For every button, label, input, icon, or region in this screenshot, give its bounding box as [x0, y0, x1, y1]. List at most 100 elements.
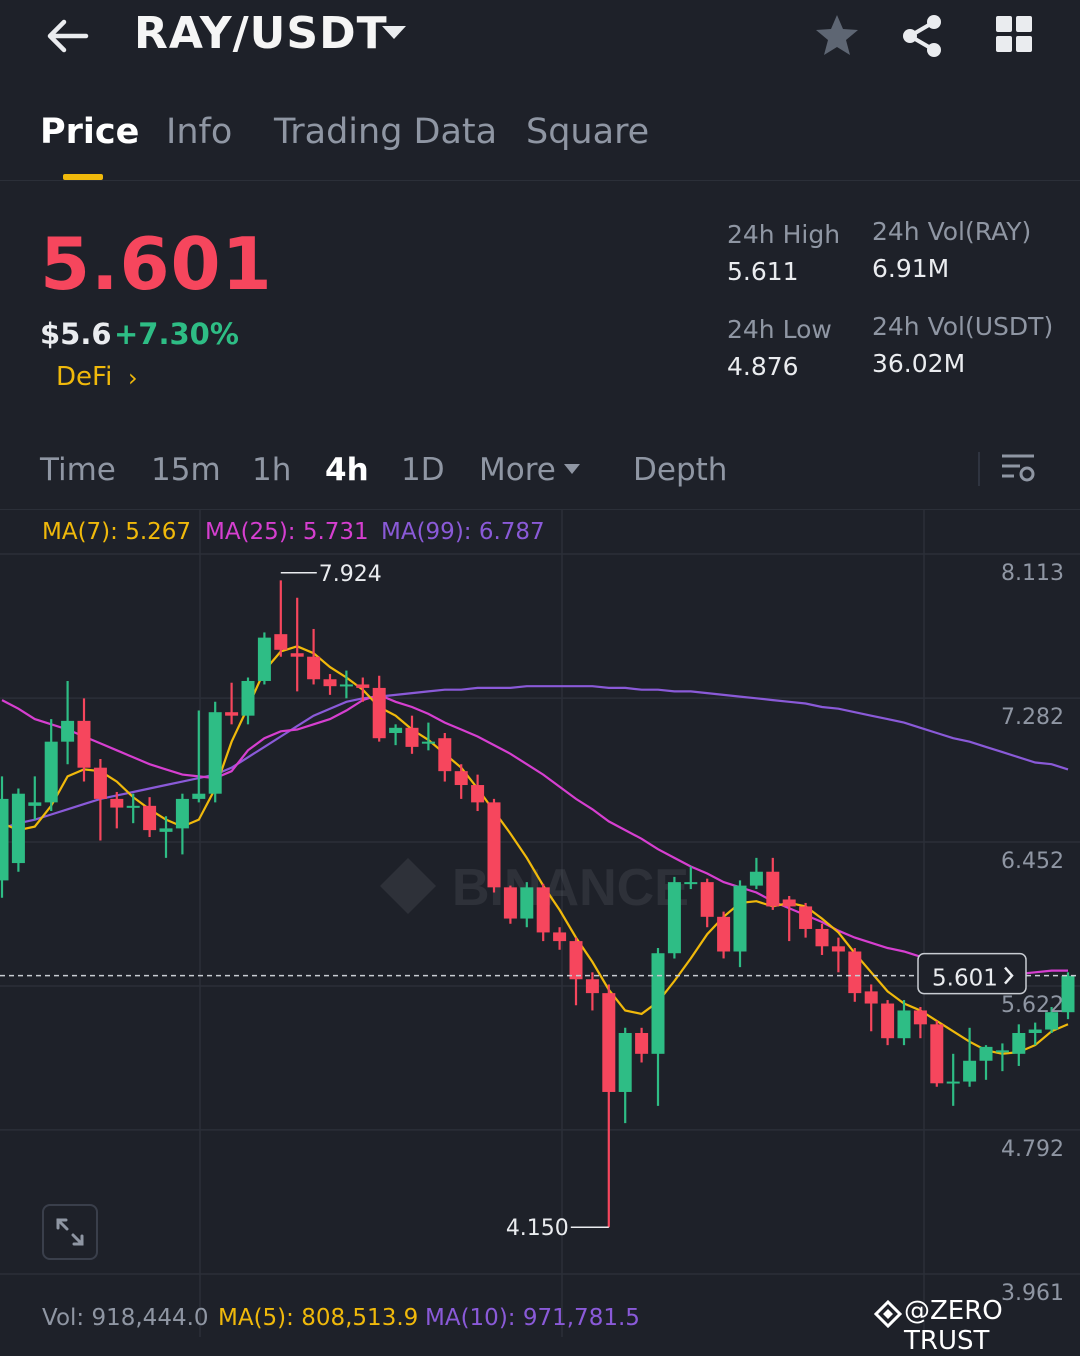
- fullscreen-button[interactable]: [42, 1204, 98, 1260]
- candle-body: [503, 887, 517, 919]
- candle: [585, 972, 599, 1011]
- candle: [11, 788, 25, 872]
- candle: [438, 733, 452, 782]
- candle: [1061, 972, 1075, 1020]
- chevron-right-icon: [1004, 966, 1014, 985]
- candle: [602, 984, 616, 1228]
- candle-body: [651, 953, 665, 1054]
- candlestick-chart[interactable]: BINANCE 8.113 7.282 6.452 5.622 4.792 3.961 5…: [0, 510, 1080, 1337]
- candle-body: [979, 1046, 993, 1061]
- current-price-box: [917, 952, 1027, 995]
- candle-body: [241, 680, 255, 716]
- candle: [274, 580, 288, 657]
- candle: [684, 866, 698, 890]
- candle-body: [1012, 1033, 1026, 1054]
- candle-body: [831, 946, 845, 952]
- candle: [503, 885, 517, 924]
- interval-1h[interactable]: 1h: [252, 452, 292, 488]
- volume-legend: Vol: 918,444.0: [42, 1305, 209, 1331]
- tab-info[interactable]: Info: [166, 112, 233, 152]
- candle: [569, 937, 583, 1006]
- ma7-legend: MA(7): 5.267: [42, 519, 192, 545]
- caret-down-icon[interactable]: [563, 462, 581, 476]
- candle-body: [159, 828, 173, 832]
- candle: [290, 597, 304, 692]
- y-tick-label: 6.452: [1001, 849, 1064, 874]
- candle-body: [143, 805, 157, 831]
- candle-body: [864, 991, 878, 1004]
- back-arrow-icon[interactable]: [42, 14, 92, 58]
- pair-title[interactable]: RAY/USDT: [134, 8, 388, 59]
- candle-body: [126, 805, 140, 808]
- candle-body: [77, 720, 91, 768]
- interval-4h[interactable]: 4h: [325, 452, 369, 488]
- stat-24h-vol-base-label: 24h Vol(RAY): [872, 217, 1032, 246]
- candle: [536, 883, 550, 942]
- candle: [356, 677, 370, 702]
- chevron-right-icon[interactable]: ›: [128, 364, 138, 392]
- expand-icon: [56, 1218, 84, 1246]
- candle: [77, 698, 91, 782]
- grid-menu-icon[interactable]: [994, 14, 1034, 54]
- candle-body: [848, 951, 862, 994]
- caret-down-icon[interactable]: [380, 22, 408, 42]
- price-change-percent: +7.30%: [114, 317, 239, 351]
- candle: [372, 675, 386, 742]
- candle-body: [471, 785, 485, 803]
- candle-body: [684, 882, 698, 885]
- candle: [257, 632, 271, 685]
- interval-time[interactable]: Time: [40, 452, 116, 488]
- last-price: 5.601: [40, 222, 273, 306]
- low-marker-label: 4.150: [506, 1216, 569, 1241]
- interval-depth[interactable]: Depth: [633, 452, 728, 488]
- star-icon[interactable]: [814, 12, 860, 58]
- volume-ma5-legend: MA(5): 808,513.9: [218, 1305, 419, 1331]
- ma99-legend: MA(99): 6.787: [381, 519, 545, 545]
- candle: [635, 1027, 649, 1063]
- candle: [815, 923, 829, 955]
- candle-body: [323, 679, 337, 687]
- candle-body: [749, 871, 763, 886]
- interval-1d[interactable]: 1D: [401, 452, 445, 488]
- candle: [979, 1045, 993, 1080]
- candle: [471, 774, 485, 812]
- stat-24h-low-label: 24h Low: [727, 315, 832, 344]
- candle-body: [881, 1003, 895, 1039]
- tab-square[interactable]: Square: [526, 112, 650, 152]
- candle-body: [995, 1050, 1009, 1053]
- stat-24h-low-value: 4.876: [727, 352, 799, 381]
- candle: [799, 902, 813, 938]
- candle-body: [799, 906, 813, 929]
- candle: [651, 948, 665, 1106]
- candle-body: [520, 887, 534, 919]
- candle: [864, 984, 878, 1032]
- share-icon[interactable]: [898, 12, 946, 60]
- candle: [405, 715, 419, 754]
- candle: [454, 764, 468, 799]
- candle: [339, 670, 353, 699]
- y-tick-label: 8.113: [1001, 561, 1064, 586]
- category-tag[interactable]: DeFi: [56, 362, 113, 392]
- candle: [93, 759, 107, 841]
- candle-body: [782, 899, 796, 907]
- interval-15m[interactable]: 15m: [151, 452, 221, 488]
- candle-body: [274, 634, 288, 650]
- candle-body: [569, 941, 583, 980]
- candle-body: [389, 727, 403, 734]
- candle-body: [61, 720, 75, 742]
- stat-24h-vol-base-value: 6.91M: [872, 254, 950, 283]
- candle: [323, 674, 337, 695]
- candle: [1028, 1022, 1042, 1046]
- ma99-line: [1, 685, 1069, 830]
- tab-trading-data[interactable]: Trading Data: [274, 112, 498, 152]
- interval-more[interactable]: More: [479, 452, 556, 488]
- candle-body: [913, 1010, 927, 1025]
- candle-body: [618, 1033, 632, 1092]
- current-price-label[interactable]: 5.601: [917, 952, 1027, 995]
- candle-body: [421, 741, 435, 744]
- tab-price[interactable]: Price: [40, 112, 140, 152]
- candle: [208, 701, 222, 803]
- candle-body: [257, 637, 271, 681]
- candle-body: [356, 684, 370, 688]
- chart-settings-icon[interactable]: [1000, 450, 1036, 486]
